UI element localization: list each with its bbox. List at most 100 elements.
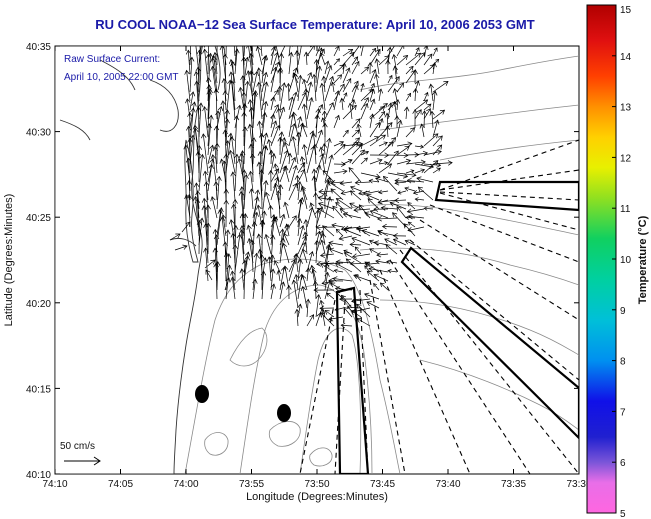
current-vector-arrow xyxy=(432,81,449,93)
current-vector-arrow xyxy=(405,65,414,75)
current-vector-arrow xyxy=(404,239,416,246)
x-axis-label: Longitude (Degrees:Minutes) xyxy=(246,491,388,503)
current-vector-arrow xyxy=(414,99,429,111)
current-vector-arrow xyxy=(276,107,282,129)
current-vector-arrow xyxy=(198,153,205,192)
current-vector-arrow xyxy=(312,280,319,300)
current-vector-arrow xyxy=(315,230,322,246)
current-vector-arrow xyxy=(207,114,214,156)
current-vector-arrow xyxy=(288,156,297,174)
current-vector-arrow xyxy=(247,123,254,156)
current-vector-arrow xyxy=(342,141,359,156)
current-vector-arrow xyxy=(282,232,290,246)
x-tick-label: 73:45 xyxy=(370,479,395,490)
current-vector-arrow xyxy=(350,185,362,192)
current-vector-arrow xyxy=(324,60,330,75)
current-vector-arrow xyxy=(378,141,394,156)
current-vector-arrow xyxy=(377,88,384,102)
current-vector-arrow xyxy=(334,262,353,273)
colorbar-tick-label: 11 xyxy=(620,204,631,215)
current-vector-arrow xyxy=(306,97,314,120)
current-vector-arrow xyxy=(202,48,209,84)
current-vector-arrow xyxy=(203,247,209,282)
current-vector-arrow xyxy=(267,204,274,219)
current-vector-arrow xyxy=(369,134,386,147)
current-vector-arrow xyxy=(214,142,220,165)
current-vector-arrow xyxy=(238,190,245,228)
current-vector-arrow xyxy=(364,265,371,273)
current-vector-arrow xyxy=(364,292,380,300)
current-vector-arrow xyxy=(210,196,218,219)
current-vector-arrow xyxy=(224,277,231,291)
current-vector-arrow xyxy=(251,221,258,255)
current-vector-arrow xyxy=(321,280,335,286)
current-vector-arrow xyxy=(252,252,259,291)
current-vector-arrow xyxy=(392,100,398,120)
current-vector-arrow xyxy=(231,203,237,237)
current-vector-arrow xyxy=(405,92,411,102)
current-vector-arrow xyxy=(314,209,321,237)
current-vector-arrow xyxy=(332,276,353,282)
current-vector-arrow xyxy=(384,238,398,246)
x-tick-label: 73:50 xyxy=(304,479,329,490)
current-vector-arrow xyxy=(378,163,393,174)
current-vector-arrow xyxy=(315,129,323,147)
current-vector-arrow xyxy=(340,190,353,196)
current-vector-arrow xyxy=(328,240,344,246)
current-vector-arrow xyxy=(349,190,362,201)
current-vector-arrow xyxy=(242,126,248,165)
current-vector-arrow xyxy=(324,154,334,183)
current-vector-arrow xyxy=(369,88,376,102)
current-vector-arrow xyxy=(328,247,344,255)
current-vector-arrow xyxy=(233,115,240,156)
current-vector-arrow xyxy=(343,228,362,237)
current-vector-arrow xyxy=(301,103,308,129)
current-vector-arrow xyxy=(389,201,407,210)
current-vector-arrow xyxy=(351,84,359,102)
current-vector-arrow xyxy=(184,69,191,102)
current-vector-arrow xyxy=(251,91,258,120)
current-vector-arrow xyxy=(270,168,280,183)
current-vector-arrow xyxy=(360,66,370,75)
current-vector-arrow xyxy=(277,136,283,156)
current-vector-arrow xyxy=(222,241,228,282)
current-vector-arrow xyxy=(202,106,209,138)
current-vector-arrow xyxy=(387,137,397,147)
current-vector-arrow xyxy=(195,106,202,147)
current-vector-arrow xyxy=(216,46,218,66)
current-vector-arrow xyxy=(279,149,289,174)
current-vector-arrow xyxy=(432,135,443,147)
current-vector-arrow xyxy=(318,146,326,174)
current-vector-arrow xyxy=(396,158,412,165)
current-vector-arrow xyxy=(351,56,359,66)
current-vector-arrow xyxy=(342,48,354,57)
current-vector-arrow xyxy=(351,298,371,304)
current-vector-arrow xyxy=(314,114,320,138)
y-tick-label: 40:30 xyxy=(26,128,51,139)
current-vector-arrow xyxy=(230,270,236,291)
current-vector-arrow xyxy=(261,257,268,282)
current-vector-arrow xyxy=(324,102,334,120)
current-vector-arrow xyxy=(287,46,293,57)
current-vector-arrow xyxy=(189,46,191,66)
coverage-dashed-lines xyxy=(299,139,579,474)
current-vector-arrow xyxy=(297,273,304,300)
current-vector-arrow xyxy=(360,157,368,165)
current-vector-arrow xyxy=(224,109,230,129)
current-vector-arrow xyxy=(374,73,380,93)
current-vector-arrow xyxy=(377,216,398,222)
current-vector-arrow xyxy=(333,140,345,147)
x-tick-label: 73:40 xyxy=(435,479,460,490)
current-vector-arrow xyxy=(228,71,236,111)
current-vector-arrow xyxy=(432,90,438,111)
current-vector-arrow xyxy=(405,169,415,174)
current-vector-arrow xyxy=(216,175,222,210)
current-vector-arrow xyxy=(297,199,304,228)
current-vector-arrow xyxy=(423,53,433,66)
current-vector-arrow xyxy=(320,263,335,273)
current-vector-arrow xyxy=(249,153,256,183)
current-vector-arrow xyxy=(241,56,247,93)
current-vector-arrow xyxy=(288,67,298,93)
current-vector-arrow xyxy=(296,131,302,156)
current-vector-arrow xyxy=(335,201,344,210)
